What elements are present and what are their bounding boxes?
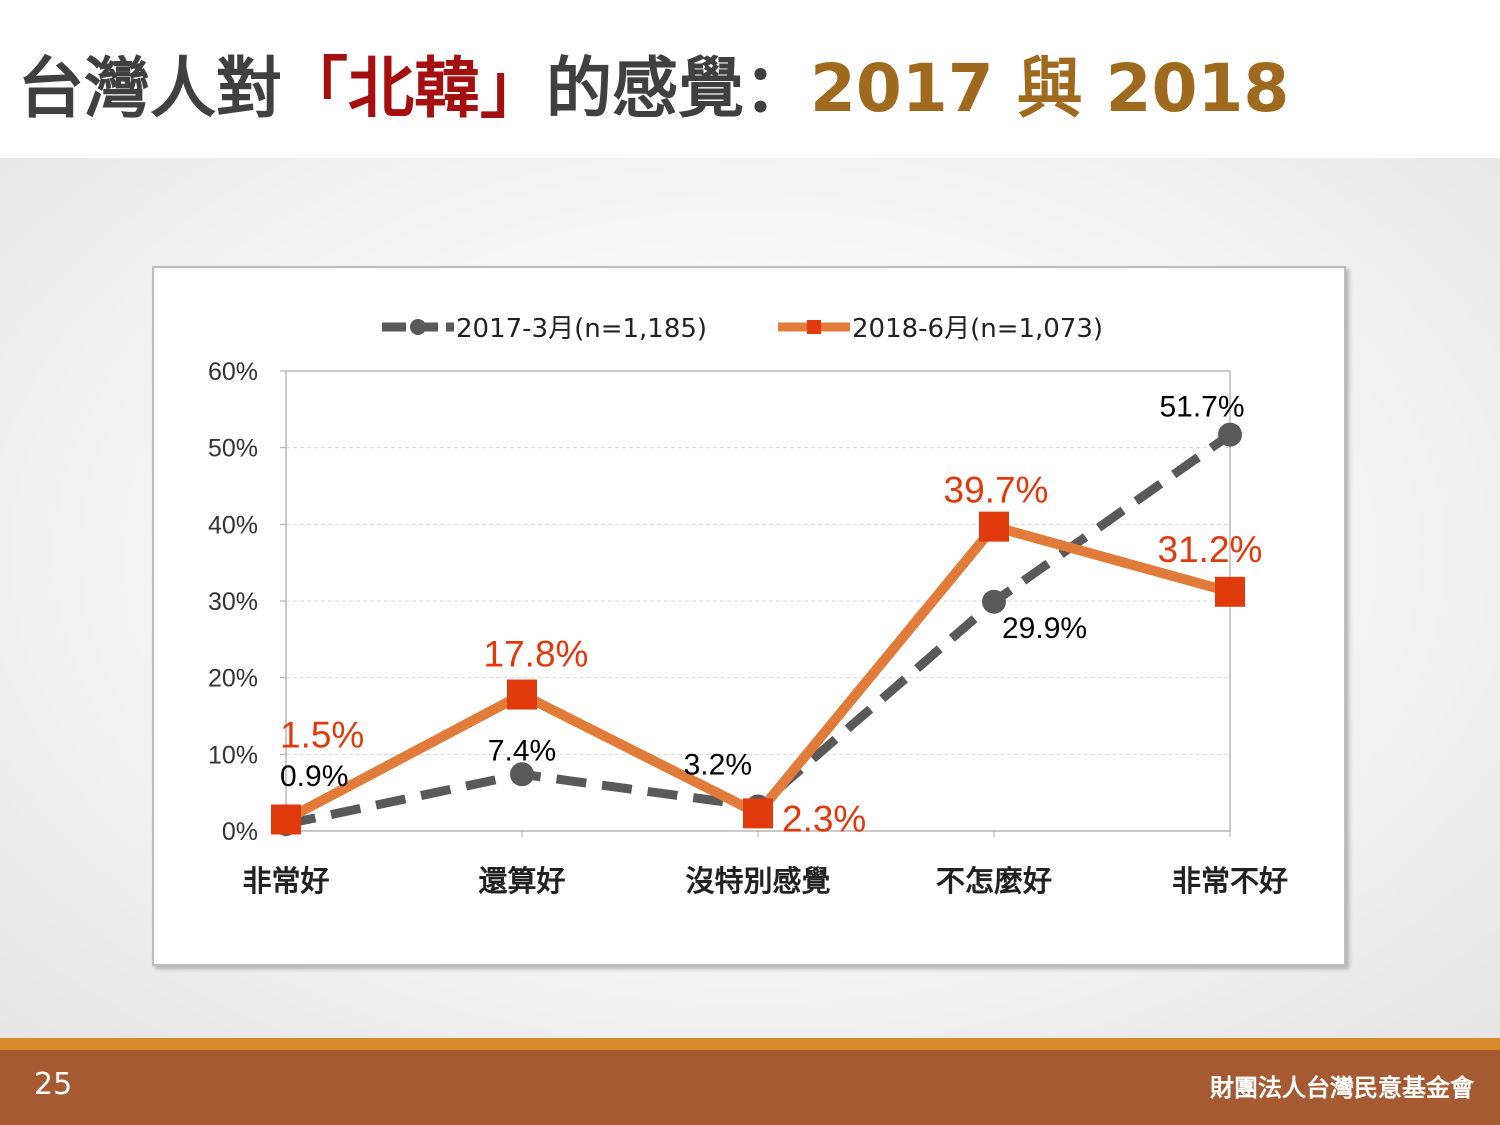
data-label: 31.2% — [1158, 529, 1263, 570]
data-label: 1.5% — [280, 715, 364, 756]
data-label: 7.4% — [488, 734, 556, 767]
legend-label: 2017-3月(n=1,185) — [456, 314, 707, 344]
y-tick-label: 60% — [208, 358, 258, 386]
data-point — [1215, 576, 1245, 607]
x-tick-label: 還算好 — [478, 864, 565, 898]
y-tick-label: 10% — [208, 741, 258, 769]
data-point — [979, 511, 1009, 542]
data-label: 17.8% — [484, 634, 589, 675]
legend-marker — [807, 320, 821, 334]
data-point — [743, 798, 773, 829]
x-tick-label: 非常不好 — [1172, 864, 1288, 898]
legend-label: 2018-6月(n=1,073) — [852, 314, 1103, 344]
data-point — [1218, 422, 1242, 447]
data-label: 29.9% — [1002, 612, 1087, 645]
footer-bar — [0, 1050, 1500, 1125]
data-point — [507, 679, 537, 710]
organization-name: 財團法人台灣民意基金會 — [1210, 1074, 1474, 1102]
page-number: 25 — [34, 1067, 73, 1102]
y-tick-label: 30% — [208, 588, 258, 616]
title-part-2: 「北韓」 — [282, 50, 546, 127]
data-point — [982, 589, 1006, 614]
legend-marker — [410, 319, 426, 335]
x-tick-label: 非常好 — [242, 864, 329, 898]
data-label: 3.2% — [684, 748, 752, 781]
title-part-4: 2017 與 2018 — [810, 50, 1290, 127]
slide-title: 台灣人對「北韓」的感覺：2017 與 2018 — [18, 44, 1289, 134]
y-tick-label: 50% — [208, 435, 258, 463]
data-label: 39.7% — [944, 470, 1049, 511]
line-chart: 0% 10% 20% 30% 40% 50% 60% 非常好 還算好 沒特別感覺 不怎麼好 非常不好 0… — [208, 314, 1288, 898]
data-label: 51.7% — [1159, 391, 1244, 424]
x-tick-label: 不怎麼好 — [936, 864, 1052, 898]
y-tick-label: 0% — [222, 818, 258, 846]
data-label: 0.9% — [280, 760, 348, 793]
series-line — [285, 430, 1233, 829]
data-label: 2.3% — [782, 798, 866, 839]
footer-stripe — [0, 1038, 1500, 1050]
chart-panel: 0% 10% 20% 30% 40% 50% 60% 非常好 還算好 沒特別感覺 不怎麼好 非常不好 0… — [152, 266, 1346, 966]
x-tick-label: 沒特別感覺 — [685, 864, 830, 898]
data-point — [510, 762, 534, 787]
title-part-3: 的感覺： — [546, 50, 810, 127]
y-tick-label: 20% — [208, 665, 258, 693]
title-part-1: 台灣人對 — [18, 50, 282, 127]
data-point — [271, 804, 301, 835]
series-line — [283, 521, 1232, 824]
y-tick-label: 40% — [208, 511, 258, 539]
